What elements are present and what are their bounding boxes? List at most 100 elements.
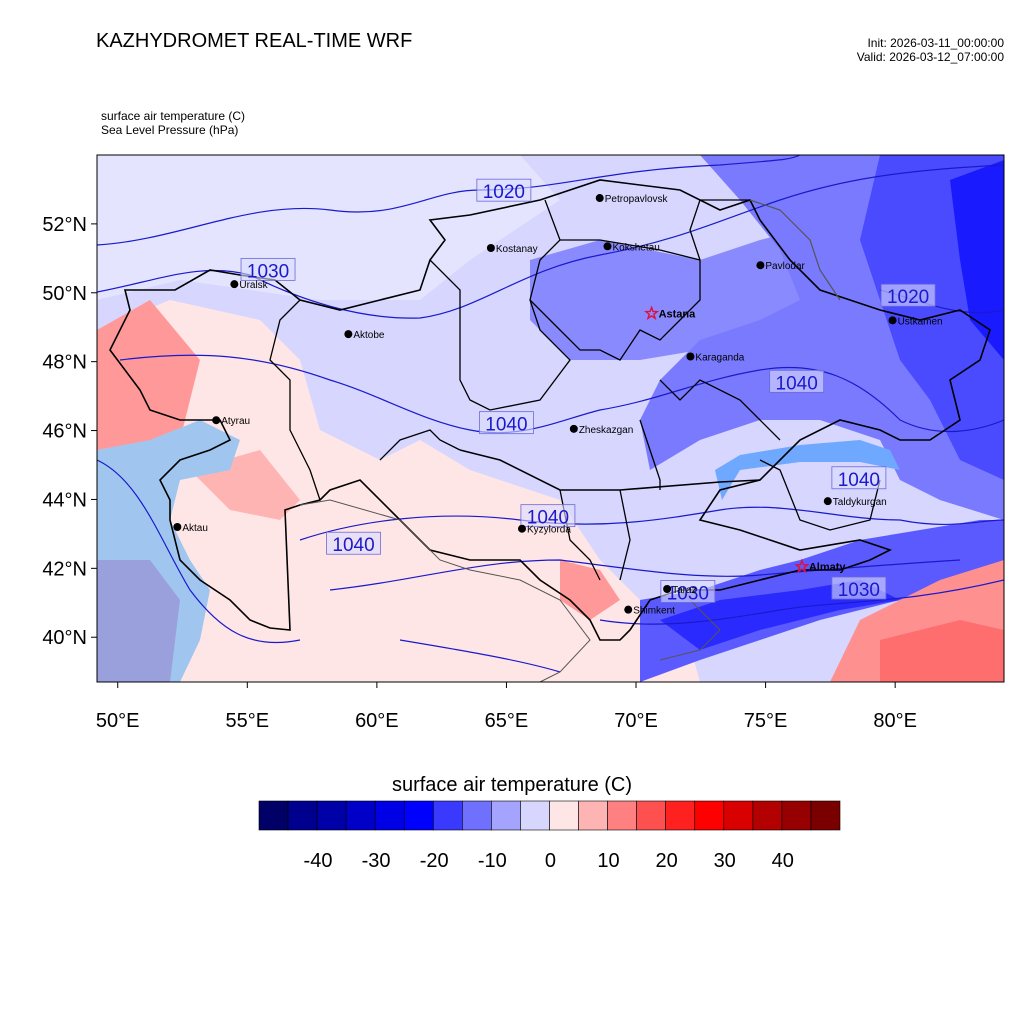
lake-balkhash xyxy=(715,440,900,500)
city-label-aktobe: Aktobe xyxy=(353,330,385,341)
isobar-label: 1020 xyxy=(483,182,525,203)
field-labels: surface air temperature (C) Sea Level Pr… xyxy=(101,109,245,137)
lat-tick-label: 42°N xyxy=(42,558,87,580)
city-dot-aktobe xyxy=(344,330,353,339)
city-dot-atyrau xyxy=(212,416,221,425)
city-dot-ustkamen xyxy=(888,316,897,325)
isobar-label: 1030 xyxy=(247,261,289,282)
isobar-label-box xyxy=(520,504,576,528)
isobar-label-box xyxy=(831,466,887,490)
city-dot-kokshetau xyxy=(603,242,612,251)
colorbar-swatch xyxy=(694,800,725,831)
city-dot-petropavlovsk xyxy=(595,194,604,203)
colorbar-swatch xyxy=(723,800,754,831)
colorbar-swatch xyxy=(636,800,667,831)
colorbar-label: -30 xyxy=(361,850,391,872)
lat-tick-label: 50°N xyxy=(42,283,87,305)
colorbar-label: 0 xyxy=(544,850,556,872)
map-frame xyxy=(96,154,1005,683)
isobar-labels: 1020 1030 1040 1040 1040 1040 1040 1030 1030 1020 xyxy=(240,178,936,604)
valid-time: Valid: 2026-03-12_07:00:00 xyxy=(856,50,1004,64)
city-label-shimkent: Shimkent xyxy=(633,606,675,617)
lon-tick-label: 65°E xyxy=(485,710,529,732)
temperature-field-tarim-core xyxy=(880,620,1004,682)
colorbar-swatch xyxy=(781,800,812,831)
isobars xyxy=(97,155,1004,673)
city-label-petropavlovsk: Petropavlovsk xyxy=(605,194,669,205)
colorbar-title: surface air temperature (C) xyxy=(391,774,633,796)
city-label-almaty: Almaty xyxy=(809,562,847,574)
isobar-label: 1020 xyxy=(887,287,929,308)
city-label-kyzylorda: Kyzylorda xyxy=(527,525,571,536)
city-label-karaganda: Karaganda xyxy=(695,353,744,364)
city-label-ustkamen: Ustkamen xyxy=(898,316,943,327)
city-dot-zheskazgan xyxy=(569,424,578,433)
colorbar-label: -10 xyxy=(477,850,507,872)
city-label-astana: Astana xyxy=(659,308,697,320)
isobar-label: 1030 xyxy=(667,583,709,604)
isobar-label: 1040 xyxy=(776,373,818,394)
axis-ticks: 50°E 55°E 60°E 65°E 70°E 75°E 80°E 40°N 42°N 44°N… xyxy=(42,214,917,732)
colorbar-label: -20 xyxy=(419,850,449,872)
caspian-south xyxy=(97,560,180,682)
capital-star-astana xyxy=(643,305,660,320)
city-label-taraz: Taraz xyxy=(672,585,696,596)
temperature-field-far-east xyxy=(950,160,1004,360)
colorbar-label: -40 xyxy=(303,850,333,872)
lat-tick-label: 48°N xyxy=(42,352,87,374)
city-dot-aktau xyxy=(173,523,182,531)
lat-tick-label: 52°N xyxy=(42,214,87,236)
field-pressure-label: Sea Level Pressure (hPa) xyxy=(101,123,239,137)
city-label-zheskazgan: Zheskazgan xyxy=(579,425,633,436)
colorbar-swatch xyxy=(462,800,492,831)
temperature-field-warm-west xyxy=(97,300,200,450)
isobar-label-box xyxy=(240,257,296,281)
isobar-label-box xyxy=(831,576,887,600)
isobar-label: 1030 xyxy=(838,580,880,601)
time-info: Init: 2026-03-11_00:00:00 Valid: 2026-03… xyxy=(857,36,1004,64)
isobar-label-box xyxy=(660,580,716,603)
isobar-label-box xyxy=(769,369,825,393)
lon-tick-label: 60°E xyxy=(355,710,399,732)
init-time: Init: 2026-03-11_00:00:00 xyxy=(867,36,1004,50)
colorbar-swatch xyxy=(258,800,289,831)
temperature-field-north xyxy=(97,155,560,300)
field-temperature-label: surface air temperature (C) xyxy=(101,109,246,123)
lon-tick-label: 75°E xyxy=(744,710,788,732)
lon-tick-label: 80°E xyxy=(873,710,917,732)
isobar-label-box xyxy=(880,283,936,307)
city-label-aktau: Aktau xyxy=(182,523,208,534)
colorbar-swatch xyxy=(491,800,521,831)
city-label-pavlodar: Pavlodar xyxy=(765,261,805,272)
colorbar-swatch xyxy=(403,800,434,831)
lon-tick-label: 50°E xyxy=(96,710,140,732)
isobar-label-box xyxy=(479,411,534,435)
colorbar-swatch xyxy=(432,800,463,831)
isobar-label-box xyxy=(326,531,381,555)
colorbar-swatch xyxy=(374,800,405,831)
city-dot-karaganda xyxy=(686,352,695,361)
map-title: KAZHYDROMET REAL-TIME WRF xyxy=(96,30,413,52)
city-dot-taraz xyxy=(663,585,672,593)
colorbar-label: 10 xyxy=(597,850,620,872)
lon-tick-label: 55°E xyxy=(226,710,270,732)
lat-tick-label: 46°N xyxy=(42,421,87,443)
isobar-label: 1040 xyxy=(332,535,374,556)
city-dot-shimkent xyxy=(624,605,633,614)
colorbar-swatch xyxy=(520,800,550,831)
city-label-kostanay: Kostanay xyxy=(496,244,538,255)
isobar-label: 1040 xyxy=(527,508,569,529)
colorbar-label: 40 xyxy=(771,850,794,872)
capital-star-almaty xyxy=(794,558,810,574)
colorbar-swatch xyxy=(665,800,696,831)
city-label-kokshetau: Kokshetau xyxy=(613,242,660,253)
neighbor-borders xyxy=(299,199,841,682)
colorbar-swatch xyxy=(607,800,637,831)
colorbar-swatch xyxy=(287,800,318,831)
city-markers: Petropavlovsk Kostanay Kokshetau Pavlodar Ur… xyxy=(173,194,943,617)
isobar-label-box xyxy=(476,178,532,202)
borders xyxy=(109,179,991,641)
city-label-atyrau: Atyrau xyxy=(221,416,250,427)
isobar-label: 1040 xyxy=(838,470,880,491)
isobar-label: 1040 xyxy=(485,415,527,436)
